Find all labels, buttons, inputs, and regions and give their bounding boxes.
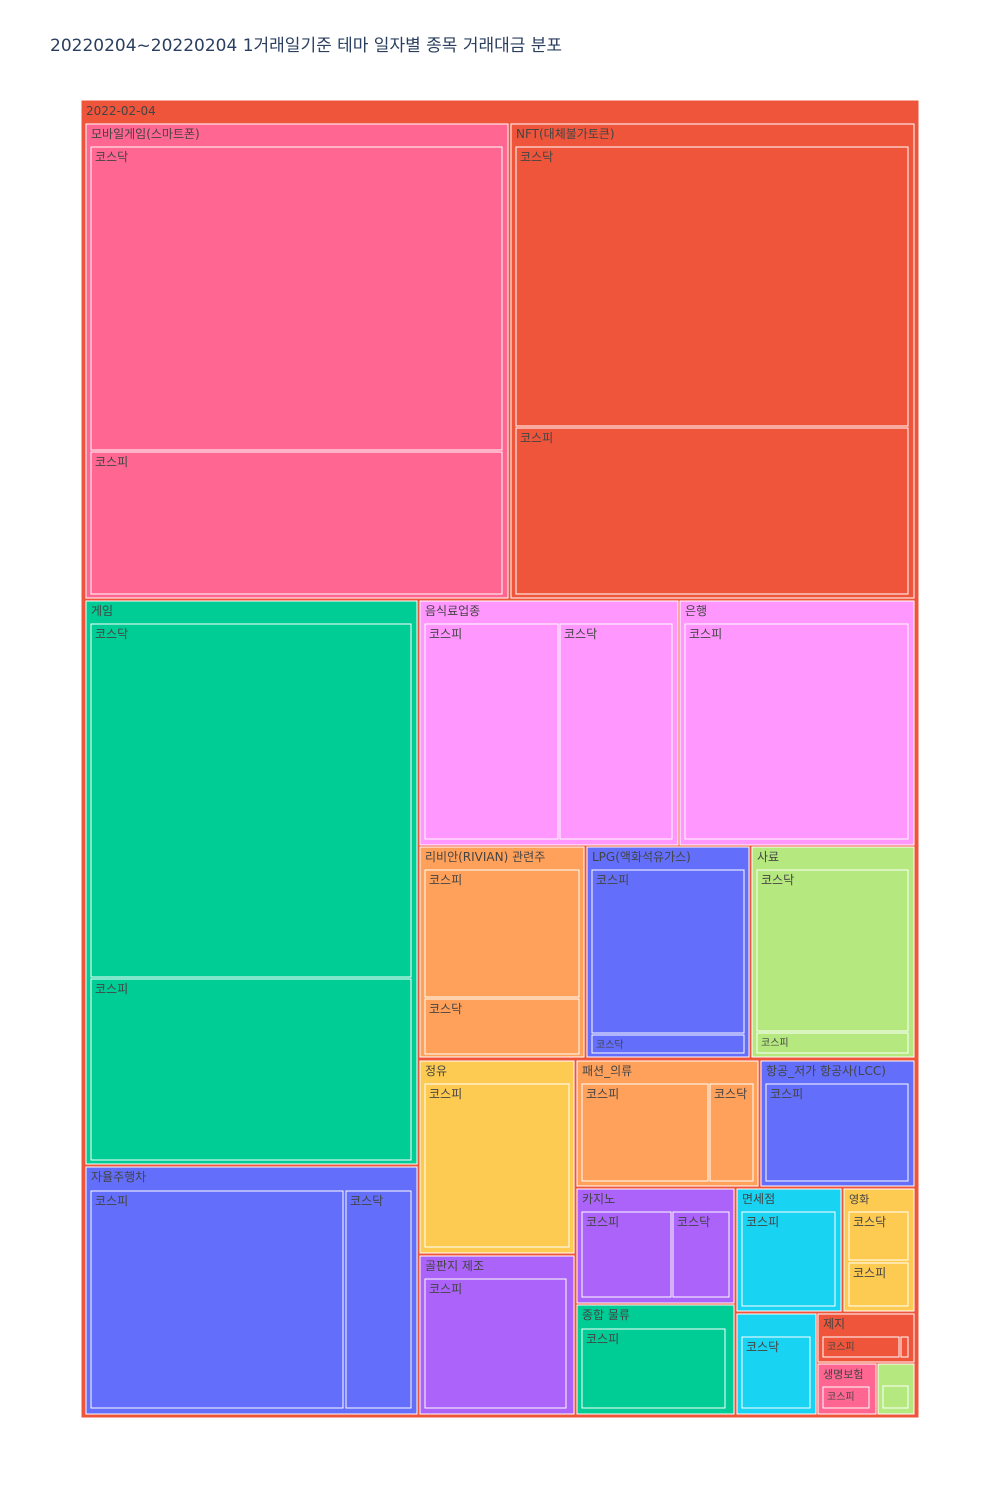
leaf-tile[interactable] xyxy=(424,998,580,1055)
root-label: 2022-02-04 xyxy=(86,104,156,118)
leaf-tile[interactable] xyxy=(90,146,503,451)
leaf-tile[interactable] xyxy=(424,623,559,840)
theme-label: 모바일게임(스마트폰) xyxy=(91,127,200,141)
leaf-tile[interactable] xyxy=(741,1211,836,1307)
theme-label: 골판지 제조 xyxy=(425,1259,484,1273)
leaf-tile[interactable] xyxy=(882,1385,909,1409)
leaf-label: 코스피 xyxy=(429,1087,462,1101)
leaf-label: 코스피 xyxy=(827,1391,855,1403)
theme-label: 사료 xyxy=(757,850,779,864)
leaf-tile[interactable] xyxy=(559,623,673,840)
leaf-label: 코스닥 xyxy=(520,150,553,164)
leaf-label: 코스피 xyxy=(586,1215,619,1229)
leaf-label: 코스닥 xyxy=(429,1002,462,1016)
theme-label: 패션_의류 xyxy=(582,1064,632,1078)
leaf-label: 코스피 xyxy=(95,1194,128,1208)
leaf-label: 코스피 xyxy=(586,1087,619,1101)
leaf-tile[interactable] xyxy=(90,451,503,595)
leaf-tile[interactable] xyxy=(515,427,909,595)
leaf-label: 코스피 xyxy=(596,873,629,887)
leaf-tile[interactable] xyxy=(848,1211,909,1261)
chart-title: 20220204~20220204 1거래일기준 테마 일자별 종목 거래대금 … xyxy=(50,36,563,56)
theme-label: 자율주행차 xyxy=(91,1169,146,1184)
leaf-label: 코스닥 xyxy=(350,1194,383,1208)
theme-label: 면세점 xyxy=(742,1192,775,1206)
theme-label: 정유 xyxy=(425,1064,447,1078)
leaf-tile[interactable] xyxy=(709,1083,754,1182)
leaf-tile[interactable] xyxy=(765,1083,909,1182)
theme-label: LPG(액화석유가스) xyxy=(592,850,691,864)
theme-label: 제지 xyxy=(823,1317,845,1331)
leaf-tile[interactable] xyxy=(822,1336,900,1358)
leaf-tile[interactable] xyxy=(515,146,909,427)
theme-label: 게임 xyxy=(91,604,113,618)
leaf-tile[interactable] xyxy=(756,1032,909,1054)
leaf-label: 코스닥 xyxy=(677,1215,710,1229)
theme-label: 항공_저가 항공사(LCC) xyxy=(766,1064,886,1078)
leaf-tile[interactable] xyxy=(591,869,745,1034)
leaf-label: 코스피 xyxy=(520,431,553,445)
theme-label: 생명보험 xyxy=(823,1368,863,1381)
leaf-label: 코스피 xyxy=(853,1266,886,1280)
leaf-tile[interactable] xyxy=(741,1336,811,1409)
leaf-label: 코스피 xyxy=(770,1087,803,1101)
leaf-label: 코스닥 xyxy=(95,150,128,164)
leaf-label: 코스피 xyxy=(761,1037,789,1049)
theme-label: 종합 물류 xyxy=(582,1308,630,1322)
leaf-label: 코스피 xyxy=(586,1332,619,1346)
leaf-label: 코스피 xyxy=(429,1282,462,1296)
leaf-tile[interactable] xyxy=(822,1386,870,1409)
leaf-label: 코스피 xyxy=(746,1215,779,1229)
leaf-label: 코스피 xyxy=(95,982,128,996)
leaf-label: 코스닥 xyxy=(714,1087,747,1101)
leaf-tile[interactable] xyxy=(90,1190,344,1409)
leaf-label: 코스닥 xyxy=(95,627,128,641)
leaf-label: 코스닥 xyxy=(746,1340,779,1354)
leaf-label: 코스닥 xyxy=(596,1039,624,1051)
theme-label: NFT(대체불가토큰) xyxy=(516,127,615,141)
leaf-label: 코스닥 xyxy=(761,873,794,887)
leaf-tile[interactable] xyxy=(581,1328,726,1409)
leaf-tile[interactable] xyxy=(848,1262,909,1307)
leaf-tile[interactable] xyxy=(581,1083,709,1182)
theme-label: 리비안(RIVIAN) 관련주 xyxy=(425,850,545,864)
leaf-tile[interactable] xyxy=(756,869,909,1032)
leaf-label: 코스닥 xyxy=(853,1215,886,1229)
leaf-tile[interactable] xyxy=(90,623,412,978)
theme-label: 영화 xyxy=(849,1193,869,1206)
leaf-tile[interactable] xyxy=(90,978,412,1161)
leaf-label: 코스피 xyxy=(429,627,462,641)
leaf-tile[interactable] xyxy=(672,1211,730,1298)
theme-label: 음식료업종 xyxy=(425,604,480,618)
leaf-label: 코스피 xyxy=(827,1341,855,1353)
leaf-tile[interactable] xyxy=(684,623,909,840)
leaf-tile[interactable] xyxy=(581,1211,672,1298)
leaf-tile[interactable] xyxy=(900,1336,909,1358)
leaf-label: 코스닥 xyxy=(564,627,597,641)
leaf-label: 코스피 xyxy=(689,627,722,641)
leaf-label: 코스피 xyxy=(429,873,462,887)
theme-label: 카지노 xyxy=(582,1192,615,1206)
theme-label: 은행 xyxy=(685,603,707,618)
leaf-tile[interactable] xyxy=(424,869,580,998)
leaf-tile[interactable] xyxy=(345,1190,412,1409)
leaf-tile[interactable] xyxy=(424,1278,567,1409)
leaf-tile[interactable] xyxy=(424,1083,570,1248)
leaf-label: 코스피 xyxy=(95,455,128,469)
leaf-tile[interactable] xyxy=(591,1034,745,1054)
